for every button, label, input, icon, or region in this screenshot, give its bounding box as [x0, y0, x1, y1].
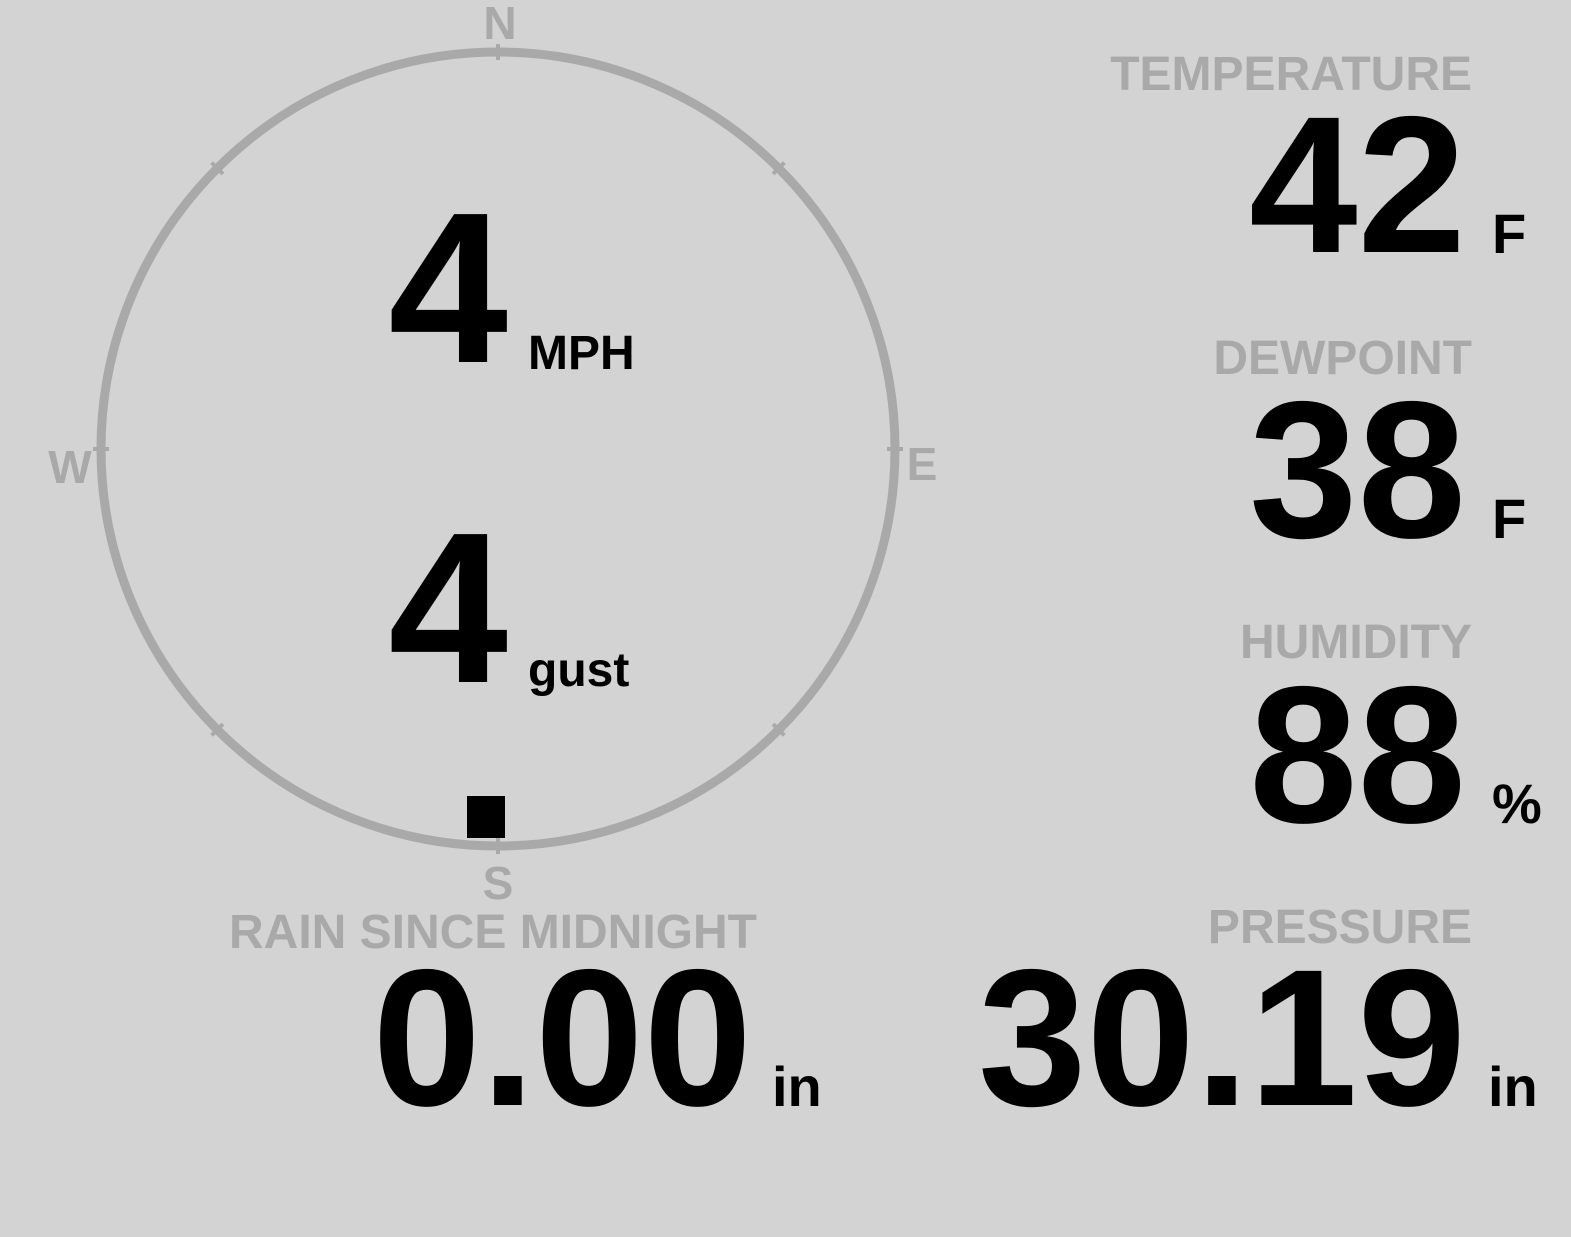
humidity-value: 88	[1249, 646, 1466, 864]
compass-tick	[771, 161, 786, 176]
wind-speed-unit: MPH	[528, 327, 635, 380]
wind-gust-value: 4	[388, 487, 508, 728]
wind-direction-marker	[467, 796, 505, 838]
compass-tick	[771, 722, 786, 737]
wind-speed-value: 4	[388, 167, 508, 408]
rain-value: 0.00	[372, 929, 752, 1147]
temperature-unit: F	[1492, 202, 1527, 265]
pressure-value: 30.19	[978, 929, 1466, 1147]
humidity-label: HUMIDITY	[1240, 616, 1472, 669]
compass-tick	[210, 161, 225, 176]
humidity-unit: %	[1492, 772, 1542, 835]
temperature-value: 42	[1249, 76, 1466, 294]
rain-label: RAIN SINCE MIDNIGHT	[229, 906, 757, 959]
compass-west: W	[48, 441, 92, 493]
temperature-label: TEMPERATURE	[1110, 48, 1472, 101]
dewpoint-unit: F	[1492, 487, 1527, 550]
dewpoint-label: DEWPOINT	[1213, 332, 1472, 385]
pressure-unit: in	[1488, 1055, 1538, 1118]
rain-unit: in	[772, 1055, 822, 1118]
compass-tick	[210, 722, 225, 737]
pressure-label: PRESSURE	[1207, 901, 1472, 954]
compass-south: S	[482, 857, 514, 909]
compass-east: E	[906, 438, 938, 490]
wind-gust-label: gust	[528, 644, 630, 697]
compass-ticks	[93, 44, 903, 854]
dewpoint-value: 38	[1249, 361, 1466, 579]
compass-north: N	[483, 0, 517, 49]
